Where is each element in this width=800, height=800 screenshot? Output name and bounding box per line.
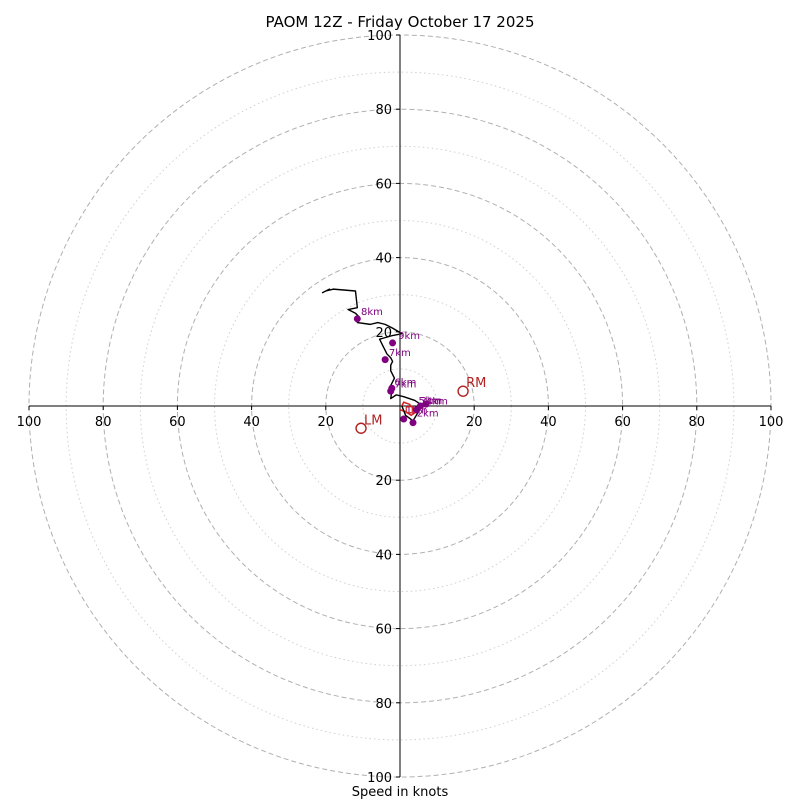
height-point-marker [400,415,408,423]
height-point-label: 7km [389,348,411,359]
height-points: 1km2km3km4km5km6km7km7km9km8km [353,307,448,427]
height-point-marker [388,384,396,392]
storm-motion-markers: RM LM [355,376,486,434]
height-point-marker [422,400,430,408]
y-tick-label: 100 [367,29,392,44]
height-point-label: 7km [394,379,416,390]
height-point-marker [416,402,424,410]
height-point-label: 5km [419,396,441,407]
height-point-label: 2km [417,408,439,419]
chart-title: PAOM 12Z - Friday October 17 2025 [266,13,535,31]
storm-motion-marker [355,422,367,434]
x-tick-label: 40 [540,415,557,430]
storm-motion-marker [457,385,469,397]
storm-motion-label: RM [466,376,486,391]
x-tick-label: 80 [689,415,706,430]
height-point-marker [353,315,361,323]
hodograph-line [321,288,422,422]
height-point-label: 8km [361,307,383,318]
x-tick-label: 20 [318,415,335,430]
x-tick-label: 80 [95,415,112,430]
x-tick-label: 60 [169,415,186,430]
mean-wind-marker [405,406,413,414]
y-tick-label: 40 [375,252,392,267]
height-point-label: 3km [420,396,442,407]
axes [29,35,771,777]
height-point-marker [381,356,389,364]
height-point-label: 9km [398,331,420,342]
x-axis-label: Speed in knots [352,785,449,800]
y-tick-label: 80 [375,103,392,118]
tick-labels: 100 80 60 40 20 20 40 60 80 100204060801002040608… [17,29,784,786]
y-tick-label: 20 [375,474,392,489]
x-tick-label: 100 [17,415,42,430]
x-tick-label: 100 [759,415,784,430]
y-tick-label: 60 [375,623,392,638]
height-point-marker [409,419,417,427]
y-tick-label: 40 [375,548,392,563]
height-point-label: 4km [426,397,448,408]
x-tick-label: 20 [466,415,483,430]
height-point-label: 6km [394,378,416,389]
height-point-marker [389,339,397,347]
y-tick-label: 100 [367,771,392,786]
y-tick-label: 60 [375,177,392,192]
y-tick-label: 80 [375,697,392,712]
x-tick-label: 60 [614,415,631,430]
storm-motion-label: LM [364,413,382,428]
x-tick-label: 40 [243,415,260,430]
